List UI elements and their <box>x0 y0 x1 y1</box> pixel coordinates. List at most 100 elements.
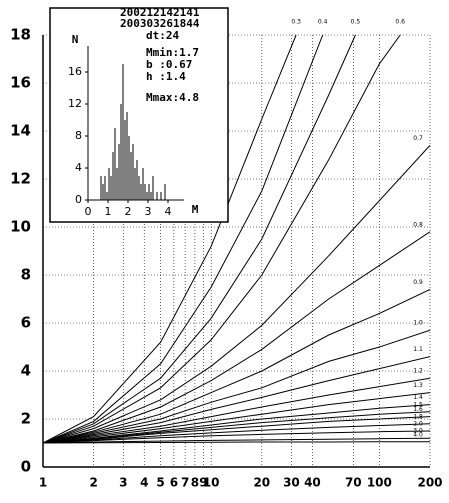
y-tick-label: 14 <box>10 122 31 140</box>
y-tick-label: 4 <box>21 362 31 380</box>
hist-bar <box>114 128 116 200</box>
curve <box>43 411 430 444</box>
curve <box>43 356 430 444</box>
curve <box>43 35 324 444</box>
curve-label: 0.6 <box>395 19 405 26</box>
x-tick-label: 8 <box>191 476 199 490</box>
inset-y-tick-label: 8 <box>75 129 82 142</box>
curve <box>43 231 430 444</box>
hist-bar <box>130 152 132 200</box>
y-tick-label: 8 <box>21 266 31 284</box>
curve-label: 1.5 <box>413 401 423 408</box>
curve-label: 1.4 <box>413 394 423 401</box>
curve-label: 0.7 <box>413 135 423 142</box>
inset-x-label: M <box>192 203 199 216</box>
x-tick-label: 20 <box>253 476 270 490</box>
curve-label: 1.1 <box>413 346 423 353</box>
inset-y-label: N <box>72 33 79 46</box>
annotation: h :1.4 <box>146 70 186 83</box>
curve <box>43 35 356 444</box>
hist-bar <box>160 192 162 200</box>
x-tick-label: 6 <box>170 476 178 490</box>
inset-x-tick-label: 1 <box>105 205 112 218</box>
x-tick-label: 2 <box>89 476 97 490</box>
curve <box>43 404 430 444</box>
curve-label: 0.8 <box>413 221 423 228</box>
hist-bar <box>134 168 136 200</box>
curve <box>43 441 430 444</box>
curve <box>43 145 430 444</box>
x-tick-label: 7 <box>181 476 189 490</box>
hist-bar <box>138 176 140 200</box>
annotation: 200303261844 <box>120 17 200 30</box>
inset-y-tick-label: 0 <box>75 193 82 206</box>
hist-bar <box>118 144 120 200</box>
curve-label: 2.0 <box>413 421 423 428</box>
curve-label: 1.3 <box>413 382 423 389</box>
hist-bar <box>124 120 126 200</box>
hist-bar <box>146 192 148 200</box>
curve-label: 1.2 <box>413 368 423 375</box>
curve <box>43 437 430 444</box>
y-tick-label: 2 <box>21 410 31 428</box>
inset-y-tick-label: 16 <box>68 65 82 78</box>
hist-bar <box>120 104 122 200</box>
hist-bar <box>102 184 104 200</box>
curve-label: 3.0 <box>413 428 423 435</box>
curve <box>43 392 430 444</box>
curve <box>43 288 430 444</box>
hist-bar <box>128 136 130 200</box>
curve-label: 4.0 <box>413 431 423 438</box>
inset-x-tick-label: 0 <box>85 205 92 218</box>
curve-label: 0.3 <box>291 19 301 26</box>
inset-y-tick-label: 4 <box>75 161 82 174</box>
inset-y-tick-label: 12 <box>68 97 82 110</box>
hist-bar <box>156 192 158 200</box>
hist-bar <box>132 144 134 200</box>
hist-bar <box>104 176 106 200</box>
hist-bar <box>112 152 114 200</box>
y-tick-label: 16 <box>10 74 31 92</box>
hist-bar <box>116 168 118 200</box>
y-tick-label: 10 <box>10 218 31 236</box>
curves <box>43 35 430 444</box>
curve-label: 1.0 <box>413 320 423 327</box>
annotation: Mmax:4.8 <box>146 91 199 104</box>
y-tick-label: 6 <box>21 314 31 332</box>
annotation: 200212142141 <box>120 6 200 19</box>
hist-bar <box>126 112 128 200</box>
hist-bar <box>150 192 152 200</box>
x-tick-label: 5 <box>156 476 164 490</box>
hist-bar <box>100 176 102 200</box>
x-tick-label: 40 <box>304 476 321 490</box>
hist-bar <box>152 176 154 200</box>
curve <box>43 329 430 444</box>
curve-label: 0.5 <box>351 19 361 26</box>
inset-x-tick-label: 2 <box>125 205 132 218</box>
x-tick-label: 100 <box>367 476 392 490</box>
curve-label: 1.6 <box>413 406 423 413</box>
curve <box>43 416 430 444</box>
curve-label: 0.9 <box>413 279 423 286</box>
hist-bar <box>144 184 146 200</box>
hist-bar <box>148 184 150 200</box>
x-tick-label: 200 <box>417 476 442 490</box>
x-tick-label: 9 <box>199 476 207 490</box>
x-tick-label: 70 <box>345 476 362 490</box>
hist-bar <box>110 176 112 200</box>
x-tick-label: 30 <box>283 476 300 490</box>
inset-x-tick-label: 4 <box>165 205 172 218</box>
inset-x-tick-label: 3 <box>145 205 152 218</box>
curve-label: 1.8 <box>413 413 423 420</box>
curve <box>43 377 430 444</box>
curve <box>43 35 401 444</box>
curve <box>43 423 430 444</box>
x-tick-label: 1 <box>39 476 47 490</box>
hist-bar <box>142 168 144 200</box>
curve <box>43 430 430 444</box>
hist-bar <box>164 184 166 200</box>
annotation: Mmin:1.7 <box>146 46 199 59</box>
x-tick-label: 3 <box>119 476 127 490</box>
y-tick-label: 18 <box>10 26 31 44</box>
